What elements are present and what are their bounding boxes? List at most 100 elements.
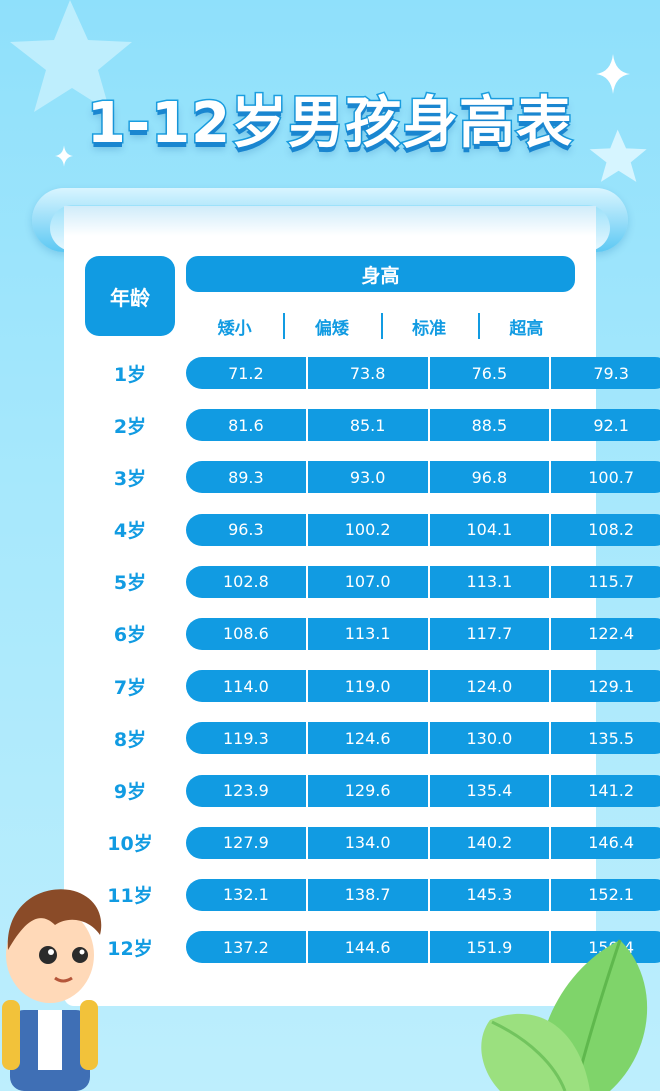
age-label: 5岁 (113, 572, 147, 595)
scroll-shadow (64, 206, 596, 236)
table-cell: 129.1 (549, 670, 660, 703)
height-category-headers: 矮小 偏矮 标准 超高 (186, 309, 575, 343)
table-cell: 76.5 (427, 357, 550, 389)
page-title: 1-12岁男孩身高表 (85, 90, 574, 158)
value-pill: 119.3 124.6 130.0 135.5 (186, 722, 660, 755)
category-header: 矮小 (217, 318, 252, 339)
table-cell: 115.7 (549, 565, 660, 598)
category-header: 超高 (477, 309, 575, 343)
age-label: 1岁 (113, 363, 147, 386)
table-card (64, 206, 596, 1006)
table-cell: 146.4 (549, 826, 660, 859)
table-cell: 73.8 (305, 357, 428, 389)
table-cell: 96.3 (228, 520, 264, 540)
table-cell: 102.8 (222, 572, 269, 592)
table-row: 4岁 96.3 100.2 104.1 108.2 (85, 513, 660, 566)
age-column-header: 年龄 (85, 256, 175, 336)
boy-illustration (2, 889, 102, 1091)
age-label: 3岁 (113, 467, 147, 490)
star-decoration-icon (10, 0, 132, 112)
age-label: 9岁 (113, 781, 147, 803)
table-cell: 93.0 (305, 461, 428, 494)
value-pill: 127.9 134.0 140.2 146.4 (186, 826, 660, 859)
age-label: 7岁 (113, 676, 147, 699)
table-cell: 129.6 (305, 774, 428, 807)
leaf-decoration-icon (481, 939, 648, 1091)
table-cell: 96.8 (427, 461, 550, 494)
table-cell: 140.2 (427, 826, 550, 859)
table-cell: 108.6 (222, 624, 269, 644)
table-row: 6岁 108.6 113.1 117.7 122.4 (85, 617, 660, 670)
table-cell: 141.2 (549, 774, 660, 807)
age-label: 12岁 (107, 937, 153, 960)
table-cell: 127.9 (222, 833, 269, 853)
value-pill: 123.9 129.6 135.4 141.2 (186, 774, 660, 807)
value-pill: 108.6 113.1 117.7 122.4 (186, 617, 660, 650)
table-cell: 119.0 (305, 670, 428, 703)
table-cell: 123.9 (222, 781, 269, 800)
value-pill: 89.3 93.0 96.8 100.7 (186, 461, 660, 494)
table-cell: 137.2 (222, 937, 269, 957)
category-header: 标准 (380, 309, 478, 343)
table-cell: 107.0 (305, 565, 428, 598)
table-cell: 89.3 (228, 467, 264, 487)
table-cell: 85.1 (305, 409, 428, 442)
value-pill: 81.6 85.1 88.5 92.1 (186, 409, 660, 442)
table-cell: 134.0 (305, 826, 428, 859)
table-row: 5岁 102.8 107.0 113.1 115.7 (85, 565, 660, 618)
age-label: 6岁 (113, 624, 147, 647)
table-row: 12岁 137.2 144.6 151.9 159.4 (85, 931, 660, 983)
table-cell: 81.6 (228, 415, 264, 435)
value-pill: 114.0 119.0 124.0 129.1 (186, 670, 660, 703)
age-label: 10岁 (107, 833, 153, 856)
table-cell: 79.3 (549, 357, 660, 389)
value-pill: 96.3 100.2 104.1 108.2 (186, 513, 660, 546)
table-cell: 119.3 (222, 728, 269, 748)
age-label: 11岁 (107, 885, 153, 908)
table-cell: 152.1 (549, 878, 660, 911)
table-cell: 122.4 (549, 617, 660, 650)
table-cell: 144.6 (305, 931, 428, 964)
age-label: 2岁 (113, 415, 147, 438)
table-cell: 138.7 (305, 878, 428, 911)
value-pill: 132.1 138.7 145.3 152.1 (186, 878, 660, 911)
table-cell: 100.7 (549, 461, 660, 494)
height-column-header: 身高 (186, 256, 575, 292)
table-cell: 104.1 (427, 513, 550, 546)
table-cell: 113.1 (305, 617, 428, 650)
table-cell: 92.1 (549, 409, 660, 442)
table-cell: 151.9 (427, 931, 550, 964)
table-cell: 124.6 (305, 722, 428, 755)
table-row: 3岁 89.3 93.0 96.8 100.7 (85, 461, 660, 513)
table-row: 2岁 81.6 85.1 88.5 92.1 (85, 409, 660, 461)
age-label: 8岁 (113, 728, 147, 751)
table-row: 10岁 127.9 134.0 140.2 146.4 (85, 826, 660, 879)
height-table: 1岁 71.2 73.8 76.5 79.3 2岁 81.6 85.1 88.5… (85, 357, 660, 983)
table-cell: 88.5 (427, 409, 550, 442)
table-cell: 71.2 (228, 363, 264, 383)
table-cell: 145.3 (427, 878, 550, 911)
value-pill: 102.8 107.0 113.1 115.7 (186, 565, 660, 598)
sparkle-icon (55, 145, 73, 167)
star-decoration-icon (589, 129, 647, 182)
table-row: 8岁 119.3 124.6 130.0 135.5 (85, 722, 660, 774)
table-cell: 124.0 (427, 670, 550, 703)
table-cell: 130.0 (427, 722, 550, 755)
table-cell: 113.1 (427, 565, 550, 598)
table-cell: 108.2 (549, 513, 660, 546)
value-pill: 137.2 144.6 151.9 159.4 (186, 931, 660, 964)
value-pill: 71.2 73.8 76.5 79.3 (186, 357, 660, 389)
table-row: 7岁 114.0 119.0 124.0 129.1 (85, 670, 660, 722)
sparkle-icon (596, 54, 630, 94)
table-cell: 117.7 (427, 617, 550, 650)
table-cell: 132.1 (222, 885, 269, 905)
table-cell: 135.5 (549, 722, 660, 755)
table-row: 11岁 132.1 138.7 145.3 152.1 (85, 878, 660, 931)
age-label: 4岁 (113, 520, 147, 543)
table-cell: 135.4 (427, 774, 550, 807)
category-header: 偏矮 (283, 309, 380, 343)
table-cell: 114.0 (222, 676, 269, 696)
table-row: 1岁 71.2 73.8 76.5 79.3 (85, 357, 660, 409)
table-cell: 100.2 (305, 513, 428, 546)
table-row: 9岁 123.9 129.6 135.4 141.2 (85, 774, 660, 827)
